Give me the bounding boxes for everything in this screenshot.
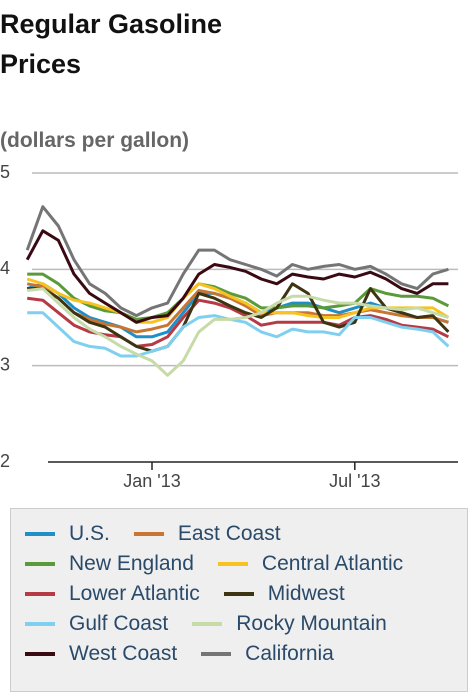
- legend-swatch: [217, 562, 248, 566]
- legend-swatch: [133, 532, 164, 536]
- series-line: [27, 287, 449, 377]
- legend-item: West Coast: [25, 639, 177, 669]
- legend-swatch: [201, 652, 232, 656]
- y-tick-label: 2: [0, 451, 10, 471]
- legend-label: Gulf Coast: [69, 612, 169, 635]
- legend-swatch: [223, 592, 254, 596]
- legend-item: New England: [25, 549, 194, 579]
- y-tick-label: 4: [0, 258, 10, 278]
- legend-item: East Coast: [133, 519, 281, 549]
- legend-swatch: [25, 562, 55, 566]
- series-line: [27, 282, 450, 353]
- y-tick-label: 3: [0, 354, 10, 374]
- legend-label: Lower Atlantic: [69, 582, 200, 605]
- legend-swatch: [25, 622, 55, 626]
- series-line: [25, 229, 449, 324]
- legend-item: U.S.: [25, 519, 110, 549]
- legend-item: Rocky Mountain: [192, 609, 387, 639]
- legend-swatch: [25, 592, 55, 596]
- legend-item: California: [201, 639, 334, 669]
- legend-item: Gulf Coast: [25, 609, 168, 639]
- chart: 2 3 4 5 Jan '13 Jul '13: [0, 162, 458, 491]
- legend-item: Central Atlantic: [217, 549, 404, 579]
- x-tick-label: Jul '13: [329, 471, 380, 491]
- legend-item: Midwest: [223, 579, 345, 609]
- legend: U.S. East Coast New England Central Atlanti…: [10, 508, 468, 692]
- legend-swatch: [25, 652, 55, 656]
- legend-swatch: [25, 532, 55, 536]
- legend-swatch: [192, 622, 223, 626]
- legend-label: Rocky Mountain: [236, 612, 387, 635]
- legend-label: U.S.: [69, 522, 110, 545]
- chart-subtitle: (dollars per gallon): [0, 129, 190, 152]
- series-line: [27, 311, 450, 358]
- legend-label: New England: [69, 552, 194, 575]
- legend-item: Lower Atlantic: [25, 579, 200, 609]
- series-line: [27, 272, 450, 321]
- series-line: [26, 282, 449, 334]
- chart-title: Regular Gasoline Prices: [0, 9, 223, 79]
- legend-label: West Coast: [69, 642, 178, 665]
- x-tick-label: Jan '13: [123, 471, 180, 491]
- series-line: [25, 205, 449, 318]
- legend-label: Central Atlantic: [261, 552, 404, 575]
- y-tick-label: 5: [0, 162, 10, 182]
- legend-label: Midwest: [267, 582, 345, 605]
- legend-label: East Coast: [177, 522, 281, 545]
- legend-label: California: [245, 642, 334, 665]
